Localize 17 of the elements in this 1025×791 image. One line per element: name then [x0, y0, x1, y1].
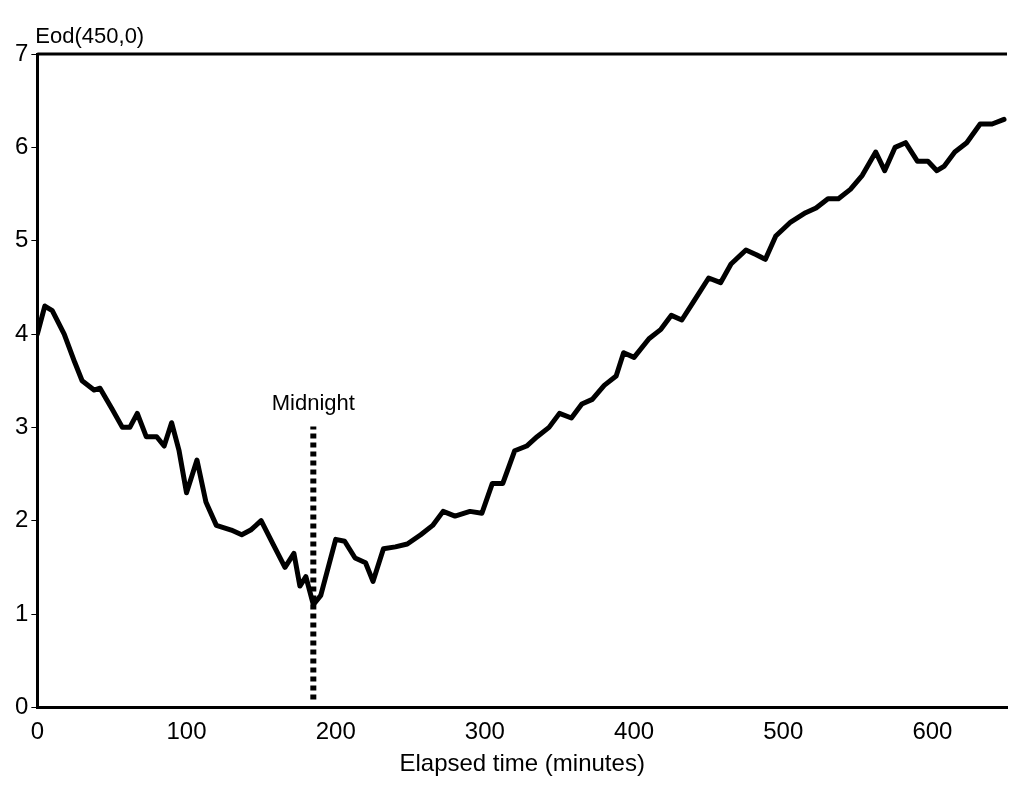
- x-tick-label: 400: [614, 717, 655, 745]
- x-tick-label: 600: [912, 717, 953, 745]
- y-tick-label: 7: [14, 38, 29, 66]
- y-tick-label: 5: [14, 225, 29, 253]
- x-tick-label: 500: [763, 717, 804, 745]
- y-tick-label: 0: [14, 692, 29, 720]
- y-tick-label: 3: [14, 412, 29, 439]
- y-tick-label: 6: [14, 131, 29, 159]
- x-axis-title: Elapsed time (minutes): [399, 749, 645, 777]
- x-tick-label: 300: [464, 717, 505, 745]
- y-tick-label: 1: [14, 598, 29, 626]
- y-tick-label: 2: [14, 505, 29, 533]
- y-tick-label: 4: [14, 318, 29, 346]
- ref-line-label: Midnight: [271, 389, 355, 415]
- x-tick-label: 100: [166, 717, 207, 745]
- x-tick-label: 200: [315, 717, 356, 745]
- y-axis-title: Eod(450,0): [35, 23, 145, 49]
